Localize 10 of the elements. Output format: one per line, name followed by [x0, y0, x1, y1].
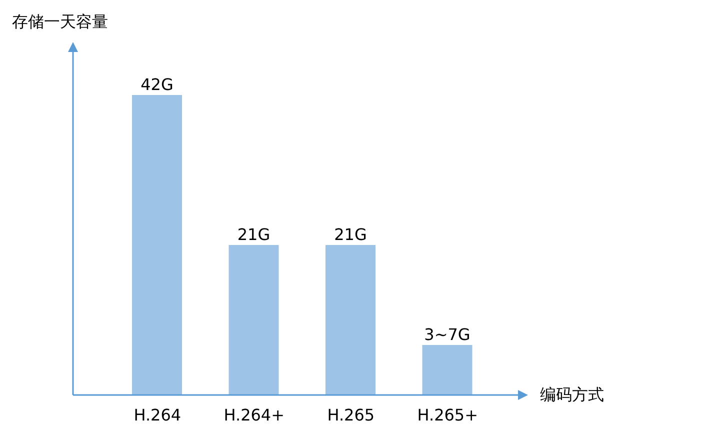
- x-tick-label: H.265+: [417, 405, 478, 424]
- x-tick-label: H.265: [327, 405, 375, 424]
- data-label: 3~7G: [424, 325, 470, 344]
- x-tick-label: H.264+: [224, 405, 285, 424]
- data-label: 21G: [334, 225, 367, 244]
- data-label: 42G: [140, 75, 174, 94]
- x-tick-label: H.264: [134, 405, 182, 424]
- data-label: 21G: [237, 225, 270, 244]
- y-axis-title: 存储一天容量: [12, 12, 108, 33]
- x-axis-title: 编码方式: [540, 385, 604, 406]
